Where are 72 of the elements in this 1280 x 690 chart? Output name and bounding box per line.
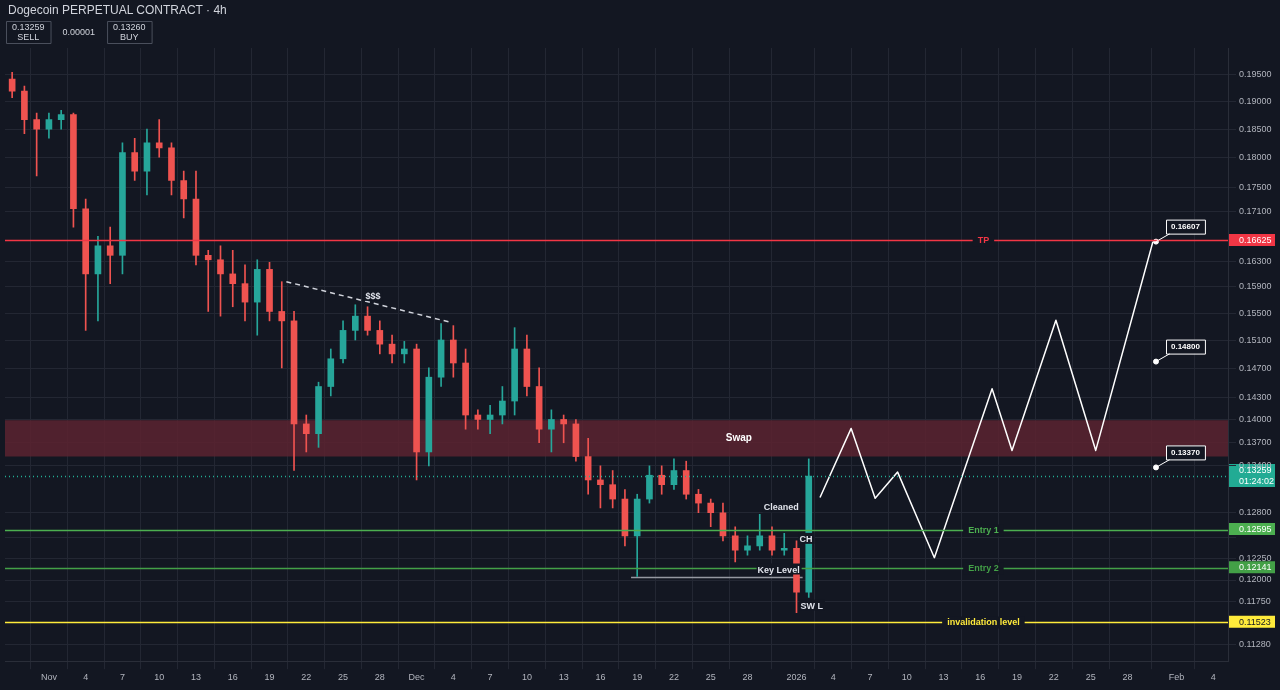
y-tick-label: 0.17100	[1239, 205, 1272, 216]
text: 0.13260 BUY	[113, 22, 146, 43]
ref-line-label: TP	[977, 234, 990, 245]
y-tick-label: 0.15100	[1239, 335, 1272, 346]
x-tick-label: 25	[1085, 672, 1096, 683]
x-tick-label: 25	[705, 672, 716, 683]
ref-line-label: Entry 1	[968, 524, 999, 535]
y-tick-label: 0.12141	[1239, 562, 1272, 573]
x-tick-label: 19	[264, 672, 275, 683]
x-tick-label: 10	[901, 672, 912, 683]
annotation: $$$	[365, 290, 381, 301]
data-label: 0.13370	[1171, 448, 1201, 458]
y-tick-label: 0.14300	[1239, 391, 1272, 402]
y-tick-label: 0.12595	[1239, 524, 1272, 535]
x-tick-label: 16	[975, 672, 986, 683]
x-tick-label: 13	[938, 672, 949, 683]
x-tick-label: 19	[632, 672, 643, 683]
annotation: Key Level	[757, 564, 800, 575]
y-tick-label: 0.11750	[1239, 596, 1271, 607]
y-tick-label: 0.12800	[1239, 507, 1272, 518]
x-tick-label: 16	[227, 672, 238, 683]
y-tick-label: 0.14700	[1239, 363, 1272, 374]
y-tick-label: 0.15900	[1239, 281, 1272, 292]
x-tick-label: 4	[83, 672, 89, 683]
y-tick-label: 0.17500	[1239, 181, 1272, 192]
y-tick-label: 0.11280	[1239, 638, 1271, 649]
x-tick-label: 22	[668, 672, 679, 683]
x-tick-label: 2026	[786, 672, 807, 683]
x-tick-label: 4	[450, 672, 456, 683]
y-tick-label: 0.14000	[1239, 413, 1272, 424]
y-tick-label: 0.12000	[1239, 574, 1272, 585]
chart-title: Dogecoin PERPETUAL CONTRACT · 4h	[8, 3, 227, 18]
y-tick-label: 0.16300	[1239, 255, 1272, 266]
x-tick-label: 4	[1210, 672, 1216, 683]
y-tick-label: 0.18000	[1239, 152, 1272, 163]
x-tick-label: 19	[1012, 672, 1023, 683]
x-tick-label: 13	[190, 672, 201, 683]
y-tick-label: 0.18500	[1239, 123, 1272, 134]
annotation: SW L	[800, 600, 824, 611]
y-tick-label: 0.13700	[1239, 436, 1272, 447]
x-tick-label: 7	[487, 672, 493, 683]
y-tick-label: 0.12250	[1239, 553, 1272, 564]
x-tick-label: 28	[374, 672, 385, 683]
data-label: 0.14800	[1171, 342, 1201, 352]
y-tick-label: 0.16625	[1239, 234, 1272, 245]
ref-line-label: invalidation level	[947, 616, 1020, 627]
x-tick-label: 7	[119, 672, 125, 683]
x-tick-label: 10	[521, 672, 532, 683]
x-tick-label: 28	[1122, 672, 1133, 683]
x-tick-label: Dec	[408, 672, 426, 683]
ref-line-label: Entry 2	[968, 562, 999, 573]
x-tick-label: 16	[595, 672, 606, 683]
band-label: Swap	[725, 432, 752, 444]
annotation: CH	[799, 533, 813, 544]
x-tick-label: 28	[742, 672, 753, 683]
y-tick-label: 0.19000	[1239, 95, 1272, 106]
x-tick-label: 10	[154, 672, 165, 683]
y-tick-label: 0.19500	[1239, 68, 1272, 79]
x-tick-label: 7	[867, 672, 873, 683]
x-tick-label: Nov	[40, 672, 58, 683]
y-tick-label: 0.15500	[1239, 307, 1272, 318]
x-tick-label: 22	[301, 672, 312, 683]
x-tick-label: 4	[830, 672, 836, 683]
x-tick-label: 25	[338, 672, 349, 683]
annotation: Cleaned	[763, 502, 799, 513]
data-label: 0.16607	[1171, 222, 1201, 232]
x-tick-label: Feb	[1168, 672, 1185, 683]
y-tick-label: 0.11523	[1239, 616, 1271, 627]
text: 0.00001	[62, 27, 96, 38]
x-tick-label: 22	[1048, 672, 1059, 683]
text: 0.13259 SELL	[11, 22, 45, 43]
x-tick-label: 13	[558, 672, 569, 683]
